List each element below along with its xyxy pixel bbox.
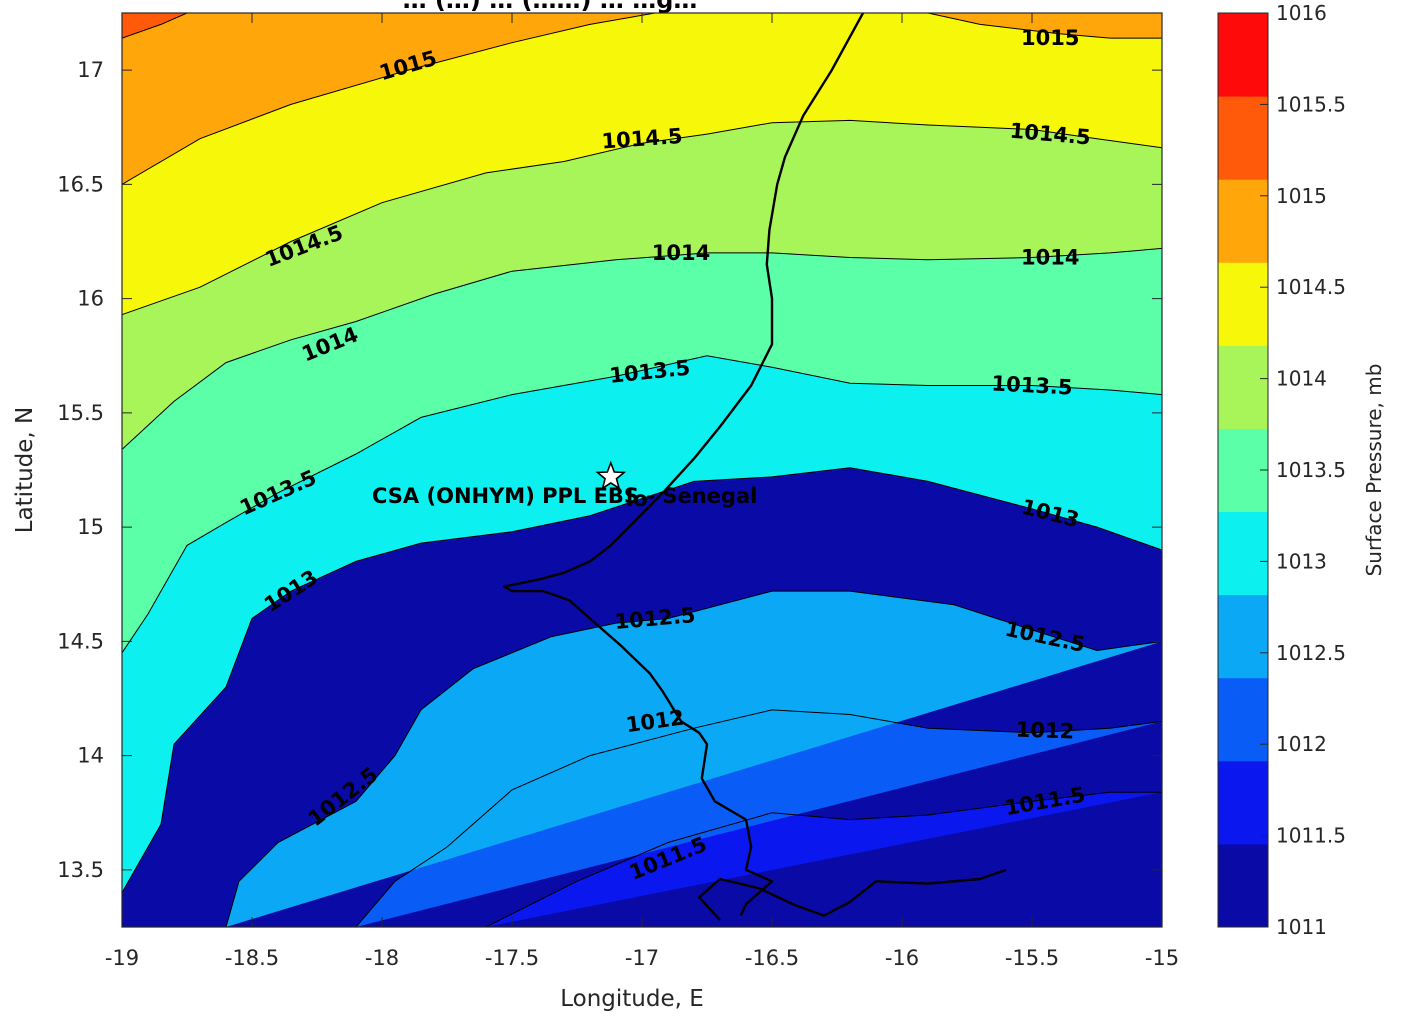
- colorbar-band-1016: [1218, 13, 1268, 97]
- y-tick-label: 17: [77, 58, 104, 82]
- contour-line-1012.5-2: [225, 590, 1162, 927]
- y-tick-label: 16.5: [57, 172, 104, 196]
- contour-label-6: 1014: [1021, 246, 1079, 270]
- x-axis-label: Longitude, E: [560, 986, 704, 1012]
- x-tick-label: -17.5: [485, 946, 539, 970]
- colorbar-band-1013: [1218, 511, 1268, 596]
- colorbar-band-1014: [1218, 345, 1268, 429]
- contour-line-1013-3: [122, 467, 1162, 893]
- fill-1014.5-6: [122, 13, 1162, 315]
- contour-label-text: 1015: [1021, 26, 1079, 50]
- contour-line-1015.5-9: [122, 13, 188, 39]
- x-tick-label: -18: [365, 946, 399, 970]
- pressure-fills: [122, 13, 1162, 927]
- site-star-marker: [595, 460, 627, 490]
- contour-label-text: 1014: [1021, 246, 1079, 270]
- contour-line-1015-8: [927, 13, 1162, 39]
- x-tick-label: -16: [885, 946, 919, 970]
- colorbar-tick-label: 1014: [1276, 367, 1327, 391]
- contour-line-1015-7: [122, 13, 656, 185]
- x-tick-label: -17: [625, 946, 659, 970]
- contour-label-17: 1012: [1015, 717, 1074, 743]
- y-tick-label: 13.5: [57, 858, 104, 882]
- y-tick-label: 16: [77, 287, 104, 311]
- contour-label-1: 1015: [1021, 26, 1079, 50]
- chart-title: … (…) … (……) … …g…: [403, 0, 698, 14]
- colorbar-tick-label: 1015.5: [1276, 92, 1346, 116]
- fill-1011.5-0: [486, 792, 1162, 927]
- x-tick-label: -19: [105, 946, 139, 970]
- contour-label-2: 1014.5: [601, 124, 684, 154]
- colorbar-tick-label: 1013: [1276, 549, 1327, 573]
- x-tick-label: -15: [1145, 946, 1179, 970]
- colorbar: 1011 1011.5 1012 1012.5 1013 1013.5 1014 1014.5…: [1217, 1, 1346, 939]
- colorbar-band-1015: [1218, 179, 1268, 263]
- colorbar-band-1011.5: [1218, 760, 1268, 845]
- colorbar-band-1013.5: [1218, 428, 1268, 513]
- contour-label-5: 1014: [652, 241, 710, 265]
- x-tick-label: -16.5: [745, 946, 799, 970]
- colorbar-band-1011: [1218, 843, 1268, 928]
- colorbar-tick-label: 1013.5: [1276, 458, 1346, 482]
- y-tick-label: 15: [77, 515, 104, 539]
- colorbar-tick-label: 1015: [1276, 184, 1327, 208]
- contour-label-text: 1013.5: [991, 371, 1073, 399]
- contour-line-1011.5-0: [485, 791, 1162, 927]
- colorbar-tick-label: 1016: [1276, 1, 1327, 25]
- colorbar-tick-label: 1012: [1276, 732, 1327, 756]
- fill-1015-7: [122, 13, 655, 185]
- y-tick-label: 15.5: [57, 401, 104, 425]
- colorbar-band-1014.5: [1218, 262, 1268, 346]
- site-label-overlap: lo: [626, 487, 648, 511]
- coastline-segment-0: [503, 13, 865, 917]
- fill-1015-8: [928, 13, 1162, 39]
- y-tick-label: 14.5: [57, 629, 104, 653]
- colorbar-tick-label: 1011.5: [1276, 824, 1346, 848]
- contour-line-1014-5: [122, 247, 1162, 450]
- y-axis-ticks: 13.5 14 14.5 15 15.5 16 16.5 17: [57, 58, 1162, 882]
- fill-1015.5-9: [122, 13, 187, 39]
- colorbar-label: Surface Pressure, mb: [1362, 364, 1386, 577]
- site-label: CSA (ONHYM) PPL EBS - Senegal: [372, 484, 757, 508]
- colorbar-band-1015.5: [1218, 96, 1268, 180]
- colorbar-band-1012: [1218, 677, 1268, 762]
- colorbar-tick-label: 1014.5: [1276, 275, 1346, 299]
- colorbar-band-1012.5: [1218, 594, 1268, 679]
- fill-1012-1: [356, 709, 1162, 927]
- contour-label-text: 1014.5: [601, 124, 684, 154]
- colorbar-tick-label: 1011: [1276, 915, 1327, 939]
- x-axis-ticks: -19 -18.5 -18 -17.5 -17 -16.5 -16 -15.5 -15: [105, 13, 1179, 970]
- y-tick-label: 14: [77, 744, 104, 768]
- y-axis-label: Latitude, N: [12, 407, 38, 534]
- fill-1012.5-2: [226, 591, 1162, 927]
- contour-lines: [122, 13, 1162, 927]
- x-tick-label: -15.5: [1005, 946, 1059, 970]
- coastline: [503, 13, 1007, 921]
- x-tick-label: -18.5: [225, 946, 279, 970]
- contour-label-text: 1012: [1015, 717, 1074, 743]
- contour-line-1013.5-4: [122, 355, 1162, 654]
- contour-label-9: 1013.5: [991, 371, 1073, 399]
- contour-line-1014.5-6: [122, 119, 1162, 316]
- colorbar-tick-label: 1012.5: [1276, 641, 1346, 665]
- contour-line-1012-1: [355, 709, 1162, 927]
- contour-label-text: 1014: [652, 241, 710, 265]
- coastline-segment-1: [698, 868, 1007, 921]
